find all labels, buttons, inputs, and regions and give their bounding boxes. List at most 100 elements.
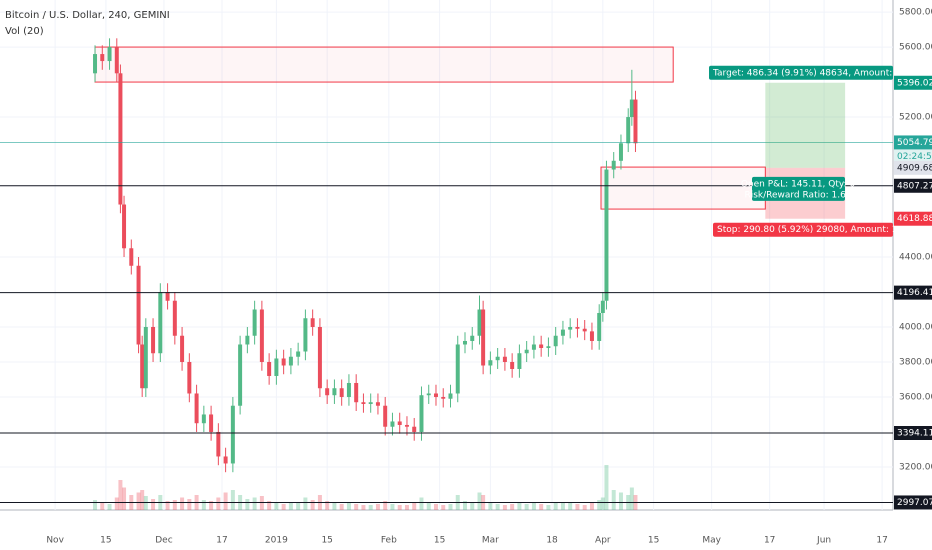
volume-bar — [93, 500, 98, 510]
candle-body — [274, 358, 279, 376]
volume-bar — [346, 502, 351, 510]
candle-body — [433, 393, 438, 397]
candle-body — [626, 117, 631, 144]
volume-bar — [180, 497, 185, 510]
volume-bar — [245, 499, 250, 510]
candle-body — [209, 414, 214, 432]
volume-bar — [375, 504, 380, 510]
candle-body — [582, 328, 587, 332]
volume-bar — [441, 505, 446, 510]
candle-body — [354, 382, 359, 403]
chart-title: Bitcoin / U.S. Dollar, 240, GEMINI — [5, 10, 170, 21]
volume-bar — [589, 503, 594, 510]
pnl-label: Open P&L: 145.11, Qty: 0 — [741, 179, 856, 189]
volume-bar — [267, 501, 272, 510]
volume-bar — [448, 504, 453, 510]
volume-bar — [629, 487, 634, 510]
target-label-box — [709, 65, 893, 80]
candle-body — [143, 326, 148, 389]
candle-body — [477, 309, 482, 336]
candle-body — [93, 54, 98, 74]
volume-bar — [140, 490, 145, 510]
candle-body — [546, 346, 551, 348]
volume-bar — [611, 490, 616, 510]
candle-body — [245, 335, 250, 345]
volume-bar — [404, 505, 409, 510]
volume-bar — [259, 496, 264, 510]
level-label: 4807.27 — [897, 181, 932, 191]
target-price: 5396.02 — [897, 78, 932, 88]
x-tick-label: Jun — [816, 536, 831, 546]
candle-body — [100, 54, 105, 62]
zone-rect — [94, 46, 674, 83]
candle-body — [194, 393, 199, 424]
volume-bar — [419, 497, 424, 510]
volume-bar — [216, 497, 221, 510]
y-tick-label: 5200.00 — [899, 113, 932, 123]
volume-bar — [597, 500, 602, 510]
volume-bar — [368, 505, 373, 510]
volume-bar — [332, 503, 337, 510]
levels: 5054.79 4807.27 4196.41 3394.11 2997.07 02:24… — [0, 135, 932, 510]
volume-bar — [296, 502, 301, 510]
x-tick-label: 17 — [764, 536, 775, 546]
x-tick-label: Dec — [155, 536, 172, 546]
y-tick-label: 3600.00 — [899, 392, 932, 402]
y-tick-label: 3200.00 — [899, 462, 932, 472]
volume-bar — [151, 499, 156, 510]
indicator-label: Vol (20) — [5, 26, 44, 37]
candle-body — [339, 388, 344, 397]
volume-bar — [100, 502, 105, 510]
candle-body — [633, 99, 638, 144]
volume-bar — [390, 504, 395, 510]
candle-body — [288, 356, 293, 366]
countdown: 02:24:56 — [897, 152, 932, 162]
target-price-box — [894, 75, 932, 90]
candle-body — [419, 395, 424, 432]
y-tick-label: 4000.00 — [899, 322, 932, 332]
candle-body — [618, 143, 623, 161]
volume-bar — [575, 504, 580, 510]
y-tick-label: 4400.00 — [899, 253, 932, 263]
candle-body — [296, 351, 301, 357]
candle-body — [122, 204, 127, 249]
volume-bar — [546, 505, 551, 510]
candle-body — [600, 300, 605, 313]
volume-bar — [470, 502, 475, 510]
level-label: 4196.41 — [897, 288, 932, 298]
candle-body — [107, 47, 112, 62]
volume-bar — [303, 497, 308, 510]
volume-bar — [201, 500, 206, 510]
candle-body — [510, 361, 515, 369]
candle-body — [390, 421, 395, 427]
candle-body — [361, 402, 366, 404]
candle-body — [216, 431, 221, 457]
volume-bar — [495, 504, 500, 510]
volume-bar — [187, 499, 192, 510]
candle-body — [346, 382, 351, 397]
level-label-box — [894, 425, 932, 440]
volume-bar — [172, 500, 177, 510]
volume-bar — [310, 500, 315, 510]
volume-bar — [488, 502, 493, 510]
level-label: 3394.11 — [897, 428, 932, 438]
x-tick-label: 17 — [216, 536, 227, 546]
x-tick-label: 15 — [100, 536, 111, 546]
volume-bar — [118, 480, 123, 510]
candle-body — [325, 388, 330, 396]
candle-body — [568, 326, 573, 330]
volume-bar — [339, 504, 344, 510]
volume — [93, 465, 638, 510]
candle-body — [629, 99, 634, 118]
candle-body — [426, 393, 431, 396]
stop-label-box — [713, 222, 893, 237]
volume-bar — [107, 504, 112, 510]
candle-body — [397, 421, 402, 425]
x-tick-label: Feb — [381, 536, 397, 546]
target-zone — [765, 82, 846, 168]
volume-bar — [539, 504, 544, 510]
candle-body — [136, 265, 141, 345]
pnl-box — [752, 176, 845, 201]
candle-body — [310, 318, 315, 327]
